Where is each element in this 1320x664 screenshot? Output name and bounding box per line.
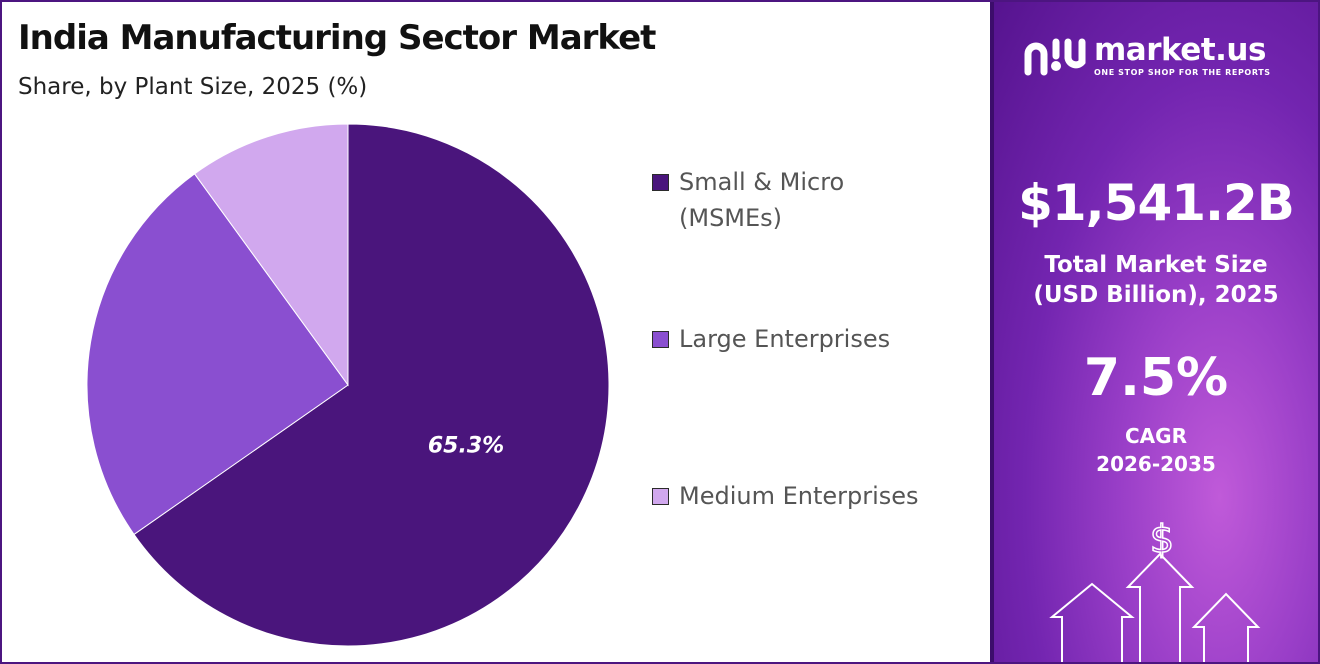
chart-panel: India Manufacturing Sector Market Share,… [2, 2, 990, 662]
pie-chart: 65.3% [86, 123, 610, 647]
pie-slice-medium [193, 123, 349, 387]
market-size-label-line1: Total Market Size [1044, 252, 1268, 278]
legend-swatch-small-micro [652, 174, 669, 191]
cagr-label: CAGR 2026-2035 [994, 422, 1318, 478]
stats-panel: market.us ONE STOP SHOP FOR THE REPORTS … [990, 2, 1318, 662]
brand-name: market.us [1094, 32, 1266, 68]
market-size-label: Total Market Size (USD Billion), 2025 [994, 250, 1318, 310]
panel-divider [990, 2, 994, 662]
legend-item-large: Large Enterprises [652, 321, 939, 357]
legend-label-large: Large Enterprises [679, 325, 891, 353]
legend-item-medium: Medium Enterprises [652, 478, 939, 514]
pie-slice-large [86, 173, 349, 536]
market-size-label-line2: (USD Billion), 2025 [1033, 282, 1279, 308]
chart-title: India Manufacturing Sector Market [18, 18, 656, 58]
brand-logo: market.us ONE STOP SHOP FOR THE REPORTS [1024, 34, 1271, 77]
legend-swatch-large [652, 331, 669, 348]
pie-slice-small-micro-label: 65.3% [428, 434, 504, 459]
dollar-sign: $ [1150, 517, 1174, 561]
brand-tagline: ONE STOP SHOP FOR THE REPORTS [1094, 68, 1271, 77]
legend-swatch-medium [652, 488, 669, 505]
cagr-value: 7.5% [1083, 348, 1229, 408]
legend-label-small-micro: Small & Micro (MSMEs) [679, 168, 845, 232]
pie-slice-small-micro [133, 123, 610, 647]
legend-label-medium: Medium Enterprises [679, 482, 919, 510]
cagr-label-line1: CAGR [1125, 424, 1187, 448]
legend-item-small-micro: Small & Micro (MSMEs) [652, 164, 939, 236]
chart-subtitle: Share, by Plant Size, 2025 (%) [18, 74, 368, 100]
market-us-logo-icon [1024, 38, 1086, 75]
cagr-label-line2: 2026-2035 [1096, 452, 1216, 476]
growth-arrows-icon: $ [1049, 516, 1261, 662]
market-size-value: $1,541.2B [1018, 174, 1295, 232]
